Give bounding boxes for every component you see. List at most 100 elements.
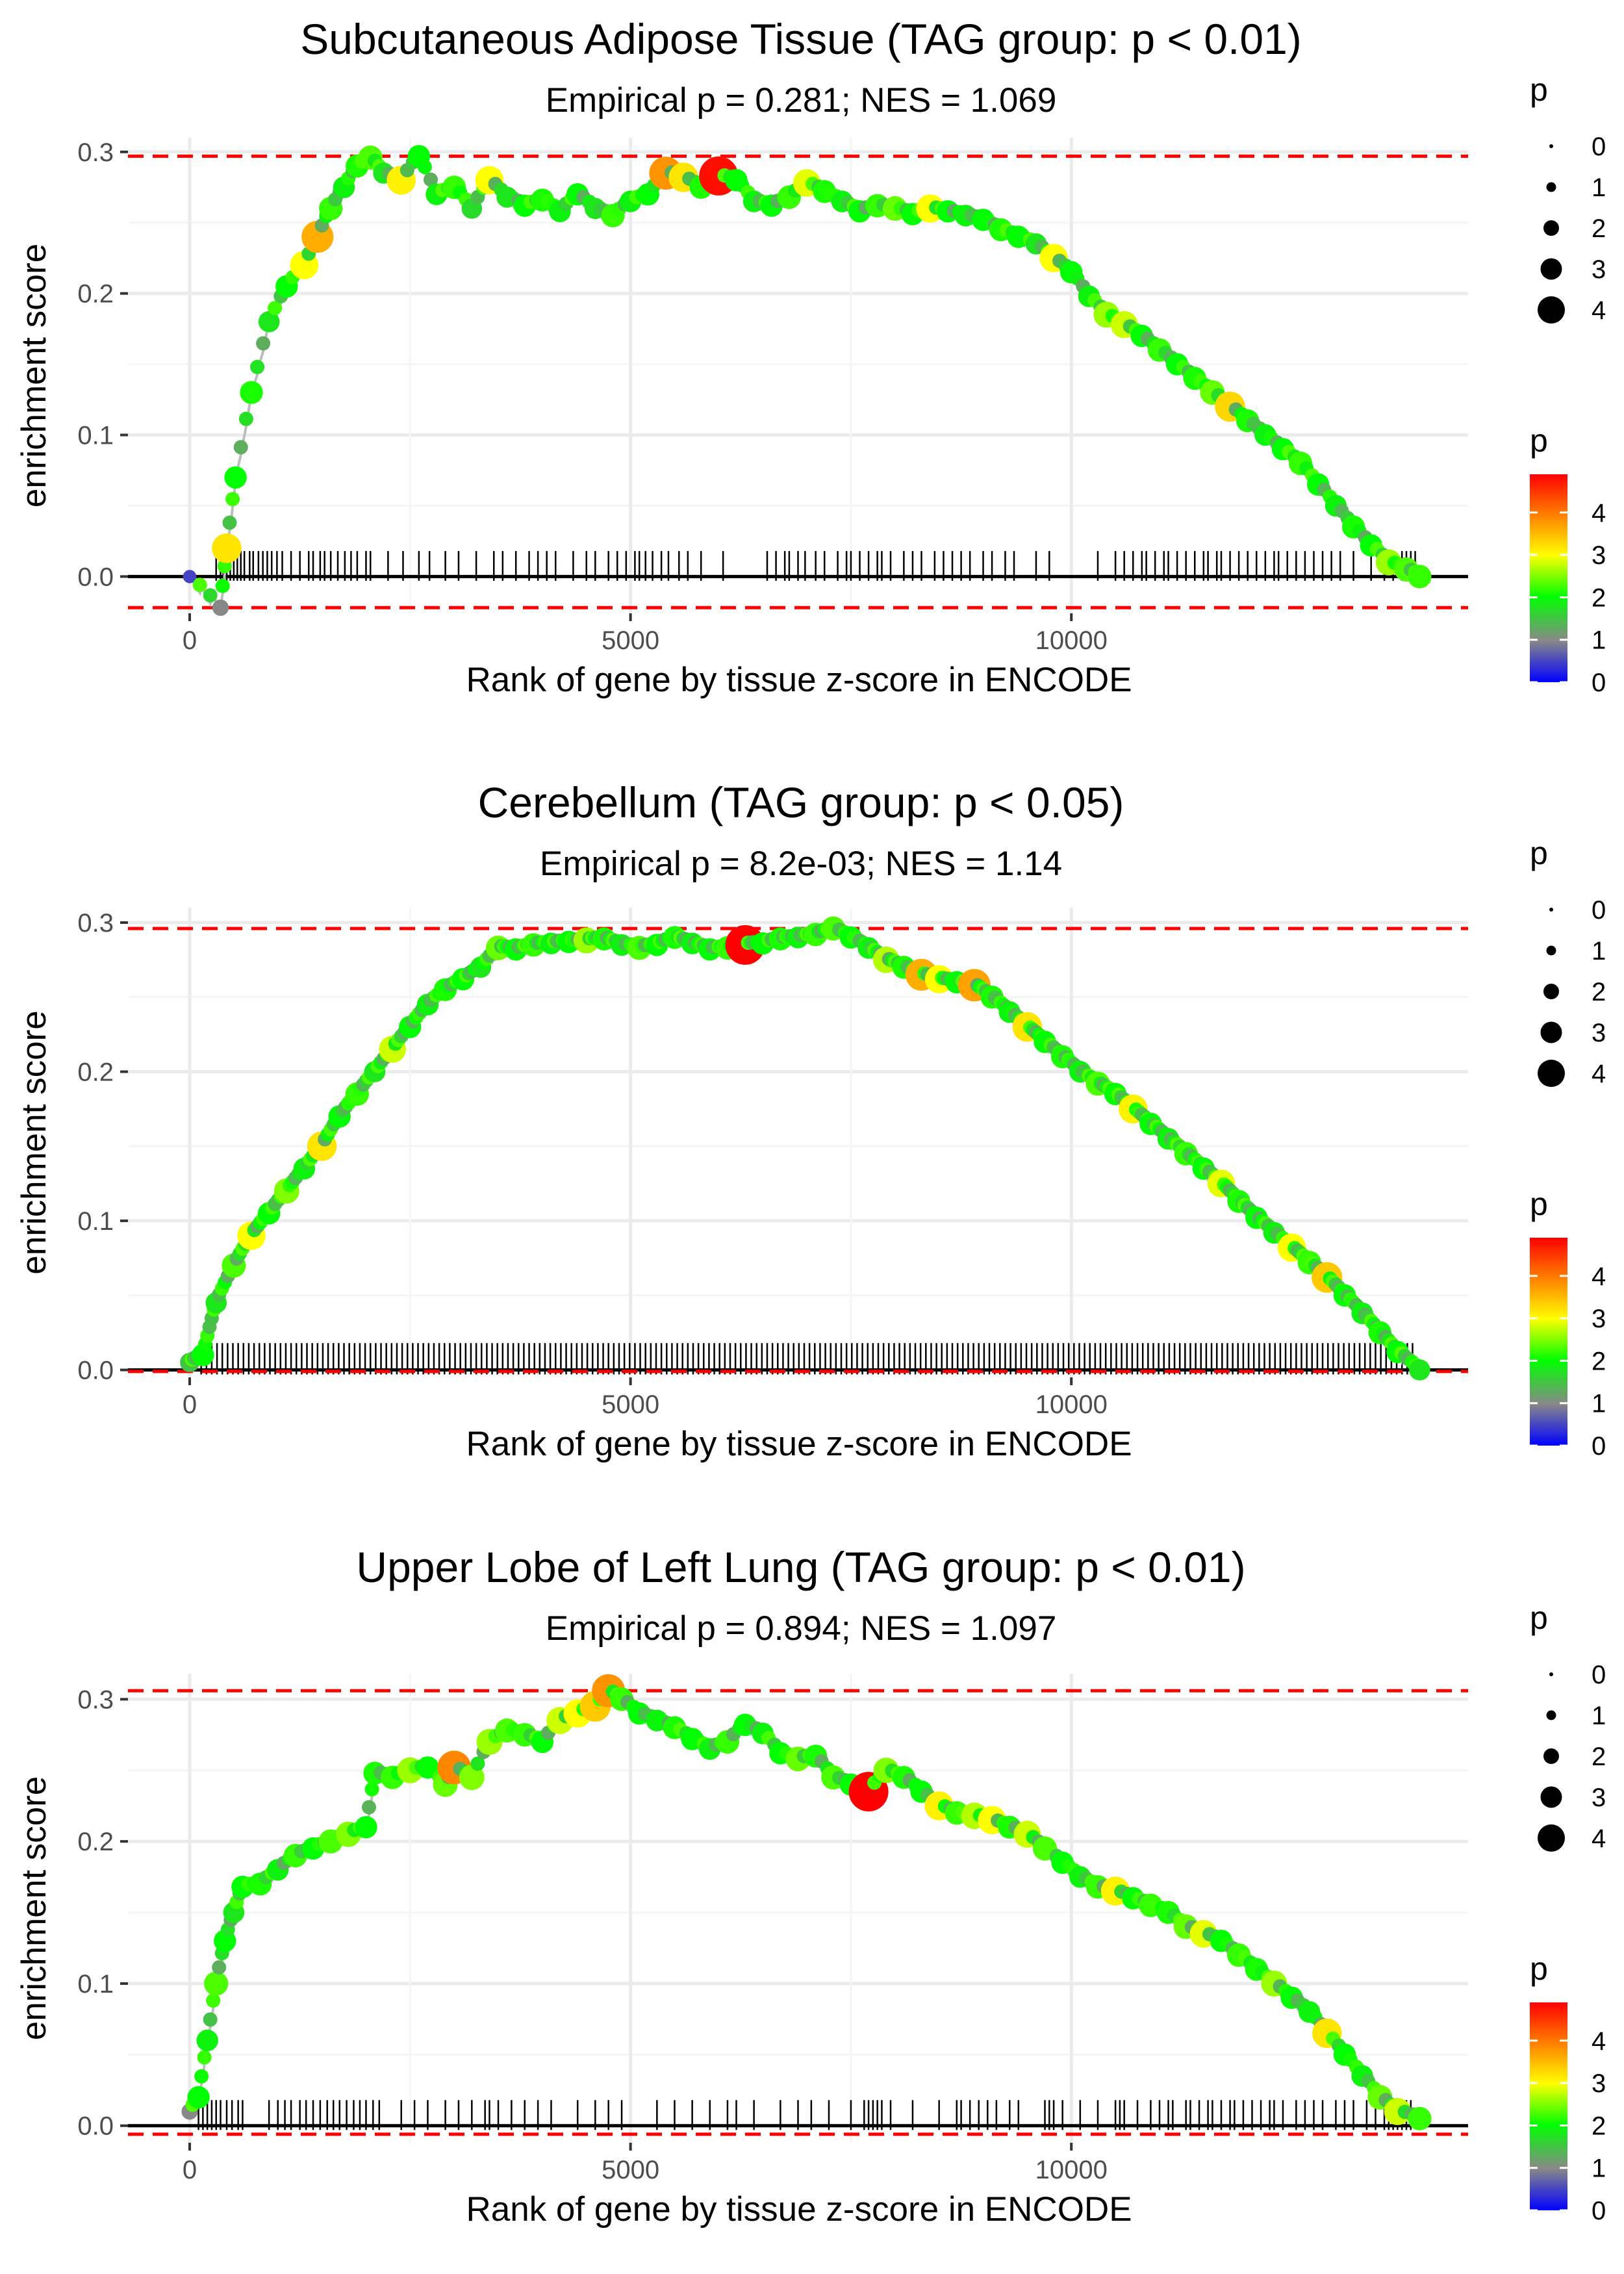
enrichment-point — [197, 2050, 212, 2065]
color-legend-label: 1 — [1592, 626, 1606, 655]
enrichment-point — [224, 466, 247, 489]
chart-title: Cerebellum (TAG group: p < 0.05) — [478, 778, 1124, 826]
enrichment-point — [424, 172, 438, 187]
y-tick-label: 0.1 — [77, 422, 114, 450]
size-legend-dot — [1540, 258, 1562, 280]
color-legend-bar — [1530, 2002, 1567, 2210]
x-tick-label: 10000 — [1035, 626, 1108, 655]
chart-subtitle: Empirical p = 0.894; NES = 1.097 — [546, 1609, 1057, 1648]
x-axis-title: Rank of gene by tissue z-score in ENCODE — [466, 661, 1132, 699]
enrichment-point — [233, 440, 248, 455]
size-legend-dot — [1540, 1021, 1562, 1043]
color-legend-bar — [1530, 474, 1567, 682]
size-legend-dot — [1546, 182, 1556, 192]
size-legend-label: 2 — [1592, 214, 1606, 243]
enrichment-point — [192, 578, 207, 593]
size-legend-label: 0 — [1592, 896, 1606, 925]
enrichment-point — [204, 1971, 229, 1996]
y-tick-label: 0.3 — [77, 138, 114, 167]
y-tick-label: 0.3 — [77, 909, 114, 938]
enrichment-point — [1408, 565, 1432, 589]
y-tick-label: 0.2 — [77, 1828, 114, 1856]
size-legend-title: p — [1530, 1600, 1548, 1636]
enrichment-points — [180, 916, 1430, 1381]
enrichment-point — [268, 301, 283, 316]
color-legend-bar — [1530, 1238, 1567, 1446]
color-legend-label: 4 — [1592, 2027, 1606, 2056]
enrichment-points — [181, 1674, 1432, 2130]
size-legend-label: 4 — [1592, 1824, 1606, 1853]
y-tick-label: 0.0 — [77, 1357, 114, 1385]
size-legend-label: 4 — [1592, 296, 1606, 325]
size-legend-label: 3 — [1592, 1783, 1606, 1812]
color-legend-label: 0 — [1592, 1432, 1606, 1461]
x-tick-label: 0 — [183, 2156, 197, 2184]
enrichment-point — [203, 588, 218, 603]
x-tick-label: 0 — [183, 626, 197, 655]
enrichment-point — [362, 1800, 376, 1815]
x-tick-label: 5000 — [602, 626, 659, 655]
size-legend-dot — [1549, 144, 1553, 148]
x-tick-label: 0 — [183, 1390, 197, 1419]
enrichment-point — [194, 2069, 209, 2084]
enrichment-points — [183, 145, 1432, 616]
color-legend-label: 3 — [1592, 1305, 1606, 1333]
enrichment-point — [470, 1756, 485, 1771]
size-legend-dot — [1549, 1672, 1553, 1676]
enrichment-point — [212, 1960, 227, 1975]
y-tick-label: 0.0 — [77, 2112, 114, 2141]
size-legend-title: p — [1530, 71, 1548, 108]
x-tick-label: 10000 — [1035, 1390, 1108, 1419]
size-legend-label: 4 — [1592, 1060, 1606, 1088]
color-legend-label: 4 — [1592, 1262, 1606, 1291]
size-legend-label: 3 — [1592, 255, 1606, 284]
y-tick-label: 0.2 — [77, 1058, 114, 1086]
size-legend-dot — [1538, 1824, 1565, 1852]
color-legend-title: p — [1530, 1950, 1548, 1987]
y-tick-label: 0.1 — [77, 1207, 114, 1236]
y-axis-title: enrichment score — [15, 1776, 53, 2041]
size-legend-dot — [1546, 1710, 1556, 1720]
color-legend-title: p — [1530, 1186, 1548, 1222]
size-legend-title: p — [1530, 835, 1548, 871]
enrichment-point — [187, 2086, 210, 2109]
enrichment-point — [238, 411, 253, 426]
size-legend-label: 1 — [1592, 937, 1606, 965]
color-legend-label: 2 — [1592, 1347, 1606, 1375]
enrichment-point — [417, 159, 432, 174]
enrichment-point — [196, 2029, 218, 2052]
enrichment-point — [364, 1782, 379, 1796]
y-tick-label: 0.0 — [77, 563, 114, 591]
enrichment-point — [459, 1765, 485, 1791]
size-legend-dot — [1543, 1748, 1559, 1764]
enrichment-point — [1409, 1359, 1430, 1381]
size-legend-label: 3 — [1592, 1019, 1606, 1047]
size-legend-dot — [1538, 296, 1565, 324]
enrichment-point — [240, 381, 263, 404]
x-tick-label: 10000 — [1035, 2156, 1108, 2184]
size-legend-label: 1 — [1592, 173, 1606, 202]
enrichment-point — [212, 599, 229, 616]
y-tick-label: 0.2 — [77, 280, 114, 309]
color-legend-label: 1 — [1592, 2154, 1606, 2183]
enrichment-point — [212, 533, 242, 563]
color-legend-label: 3 — [1592, 2069, 1606, 2098]
size-legend-dot — [1538, 1060, 1565, 1087]
enrichment-point — [256, 336, 271, 351]
size-legend-dot — [1543, 984, 1559, 999]
color-legend-label: 4 — [1592, 499, 1606, 528]
enrichment-point — [258, 311, 280, 333]
enrichment-point — [1408, 2106, 1432, 2130]
enrichment-curve — [188, 153, 1421, 611]
panel-2: Cerebellum (TAG group: p < 0.05) Empirica… — [15, 778, 1606, 1463]
enrichment-point — [206, 1993, 221, 2008]
y-axis-title: enrichment score — [15, 244, 53, 508]
enrichment-point — [215, 578, 230, 593]
x-tick-label: 5000 — [602, 1390, 659, 1419]
size-legend-dot — [1546, 945, 1556, 956]
size-legend-label: 2 — [1592, 978, 1606, 1006]
enrichment-point — [250, 359, 265, 374]
panel-3: Upper Lobe of Left Lung (TAG group: p < … — [15, 1543, 1606, 2229]
size-legend-label: 0 — [1592, 133, 1606, 161]
enrichment-point — [355, 1816, 377, 1839]
